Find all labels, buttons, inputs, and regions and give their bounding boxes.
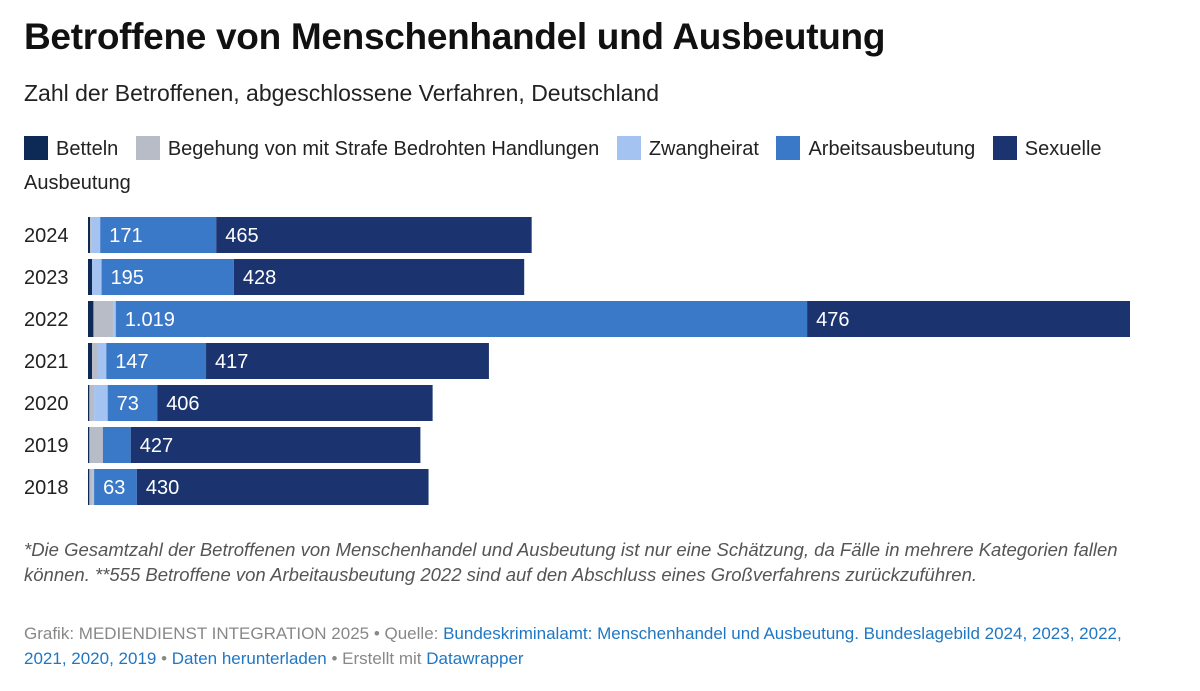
legend-label: Sexuelle Ausbeutung bbox=[24, 138, 1102, 194]
value-label: 465 bbox=[225, 225, 258, 247]
value-label: 63 bbox=[103, 477, 125, 499]
bar-segment bbox=[97, 343, 107, 379]
bar-segment bbox=[115, 301, 808, 337]
footer: Grafik: MEDIENDIENST INTEGRATION 2025 • … bbox=[24, 621, 1164, 671]
bar-segment bbox=[216, 217, 532, 253]
bar-segment bbox=[807, 301, 1130, 337]
legend-swatch bbox=[135, 136, 160, 160]
bar-segment bbox=[88, 469, 90, 505]
value-label: 406 bbox=[166, 393, 199, 415]
chart-title: Betroffene von Menschenhandel und Ausbeu… bbox=[24, 16, 886, 57]
legend-item-betteln: Betteln bbox=[24, 136, 119, 160]
bar-segment bbox=[89, 427, 103, 463]
legend-item-zwangheirat: Zwangheirat bbox=[616, 136, 759, 160]
legend-item-straftaten: Begehung von mit Strafe Bedrohten Handlu… bbox=[135, 136, 600, 160]
year-label: 2019 bbox=[24, 435, 69, 457]
bar-segment bbox=[157, 385, 433, 421]
bar-segment bbox=[88, 385, 90, 421]
bar-segment bbox=[90, 217, 92, 253]
footer-separator: • Erstellt mit bbox=[326, 649, 427, 668]
legend-swatch bbox=[992, 136, 1017, 160]
bar-segment bbox=[89, 469, 93, 505]
bar-segment bbox=[92, 469, 95, 505]
legend-swatch bbox=[616, 136, 641, 160]
bar-segment bbox=[130, 427, 421, 463]
legend-item-sexuelle-ausbeutung: Sexuelle Ausbeutung bbox=[24, 136, 1102, 194]
chart-subtitle: Zahl der Betroffenen, abgeschlossene Ver… bbox=[24, 80, 660, 106]
stacked-bar-chart: 2024 171 465 2023 195 428 2022 1.019 476 2021 147 4… bbox=[24, 217, 1130, 505]
footer-credit: Grafik: MEDIENDIENST INTEGRATION 2025 • … bbox=[24, 624, 444, 643]
bar-segment bbox=[101, 259, 234, 295]
value-label: 171 bbox=[109, 225, 142, 247]
bar-segment bbox=[136, 469, 429, 505]
bar-segment bbox=[100, 217, 217, 253]
bar-segment bbox=[89, 385, 95, 421]
bar-segment bbox=[113, 301, 116, 337]
year-label: 2024 bbox=[24, 225, 69, 247]
value-label: 147 bbox=[115, 351, 148, 373]
bar-segment bbox=[88, 343, 93, 379]
source-link[interactable]: Bundeskriminalamt: Menschenhandel und Au… bbox=[24, 624, 1122, 668]
value-label: 430 bbox=[146, 477, 179, 499]
bar-segment bbox=[88, 301, 94, 337]
legend-label: Arbeitsausbeutung bbox=[808, 138, 976, 160]
legend: Betteln Begehung von mit Strafe Bedrohte… bbox=[24, 132, 1164, 200]
value-label: 73 bbox=[117, 393, 139, 415]
footer-separator: • bbox=[156, 649, 172, 668]
bar-segment bbox=[88, 217, 91, 253]
year-label: 2023 bbox=[24, 267, 69, 289]
datawrapper-link[interactable]: Datawrapper bbox=[426, 649, 524, 668]
download-data-link[interactable]: Daten herunterladen bbox=[171, 649, 327, 668]
bar-segment bbox=[91, 217, 101, 253]
year-label: 2022 bbox=[24, 309, 69, 331]
year-label: 2021 bbox=[24, 351, 69, 373]
bar-segment bbox=[94, 385, 108, 421]
bar-segment bbox=[88, 427, 90, 463]
legend-swatch bbox=[24, 136, 48, 160]
value-label: 195 bbox=[111, 267, 144, 289]
legend-label: Betteln bbox=[56, 138, 119, 160]
value-label: 428 bbox=[243, 267, 276, 289]
bar-segment bbox=[107, 385, 158, 421]
value-label: 1.019 bbox=[125, 309, 175, 331]
value-label: 476 bbox=[816, 309, 849, 331]
value-label: 417 bbox=[215, 351, 248, 373]
bar-segment bbox=[88, 259, 93, 295]
legend-label: Zwangheirat bbox=[648, 138, 759, 160]
bar-segment bbox=[102, 427, 131, 463]
footnote: *Die Gesamtzahl der Betroffenen von Mens… bbox=[24, 539, 1118, 585]
year-label: 2018 bbox=[24, 477, 69, 499]
bar-segment bbox=[94, 469, 137, 505]
legend-label: Begehung von mit Strafe Bedrohten Handlu… bbox=[167, 138, 600, 160]
bar-segment bbox=[106, 343, 207, 379]
bar-segment bbox=[233, 259, 525, 295]
bar-segment bbox=[92, 259, 102, 295]
bar-segment bbox=[93, 301, 114, 337]
year-label: 2020 bbox=[24, 393, 69, 415]
value-label: 427 bbox=[140, 435, 173, 457]
bar-segment bbox=[92, 343, 98, 379]
legend-item-arbeitsausbeutung: Arbeitsausbeutung bbox=[776, 136, 976, 160]
bar-segment bbox=[206, 343, 489, 379]
legend-swatch bbox=[776, 136, 801, 160]
